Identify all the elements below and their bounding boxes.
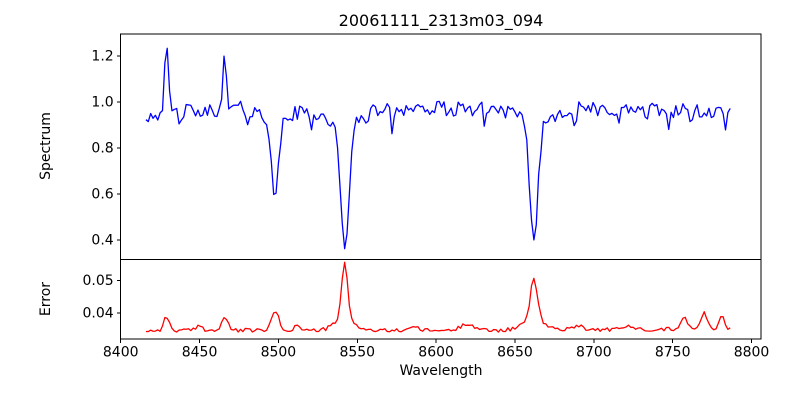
x-tick-label: 8600: [418, 345, 454, 361]
spectrum-y-tick-label: 0.8: [91, 141, 113, 157]
spectrum-line: [145, 47, 731, 250]
chart-title: 20061111_2313m03_094: [338, 11, 544, 30]
x-tick-label: 8650: [497, 345, 533, 361]
spectrum-y-tick-label: 1.2: [91, 49, 113, 65]
x-tick-label: 8450: [182, 345, 218, 361]
spectrum-y-tick-label: 0.6: [91, 187, 113, 203]
error-y-tick-label: 0.05: [83, 273, 114, 289]
spectrum-y-tick-label: 0.4: [91, 233, 113, 249]
x-tick-label: 8800: [734, 345, 770, 361]
x-tick-label: 8550: [339, 345, 375, 361]
error-y-tick-label: 0.04: [83, 305, 114, 321]
error-line: [145, 261, 731, 333]
x-tick-label: 8750: [655, 345, 691, 361]
x-tick-label: 8700: [576, 345, 612, 361]
x-tick-label: 8500: [261, 345, 297, 361]
spectrum-y-tick-label: 1.0: [91, 95, 113, 111]
error-y-axis-label: Error: [38, 281, 54, 317]
spectrum-axes-spine: [120, 33, 762, 260]
spectrum-y-axis-label: Spectrum: [38, 112, 54, 180]
error-axes-spine: [120, 258, 762, 340]
x-tick-label: 8400: [103, 345, 139, 361]
wavelength-x-axis-label: Wavelength: [399, 363, 483, 379]
